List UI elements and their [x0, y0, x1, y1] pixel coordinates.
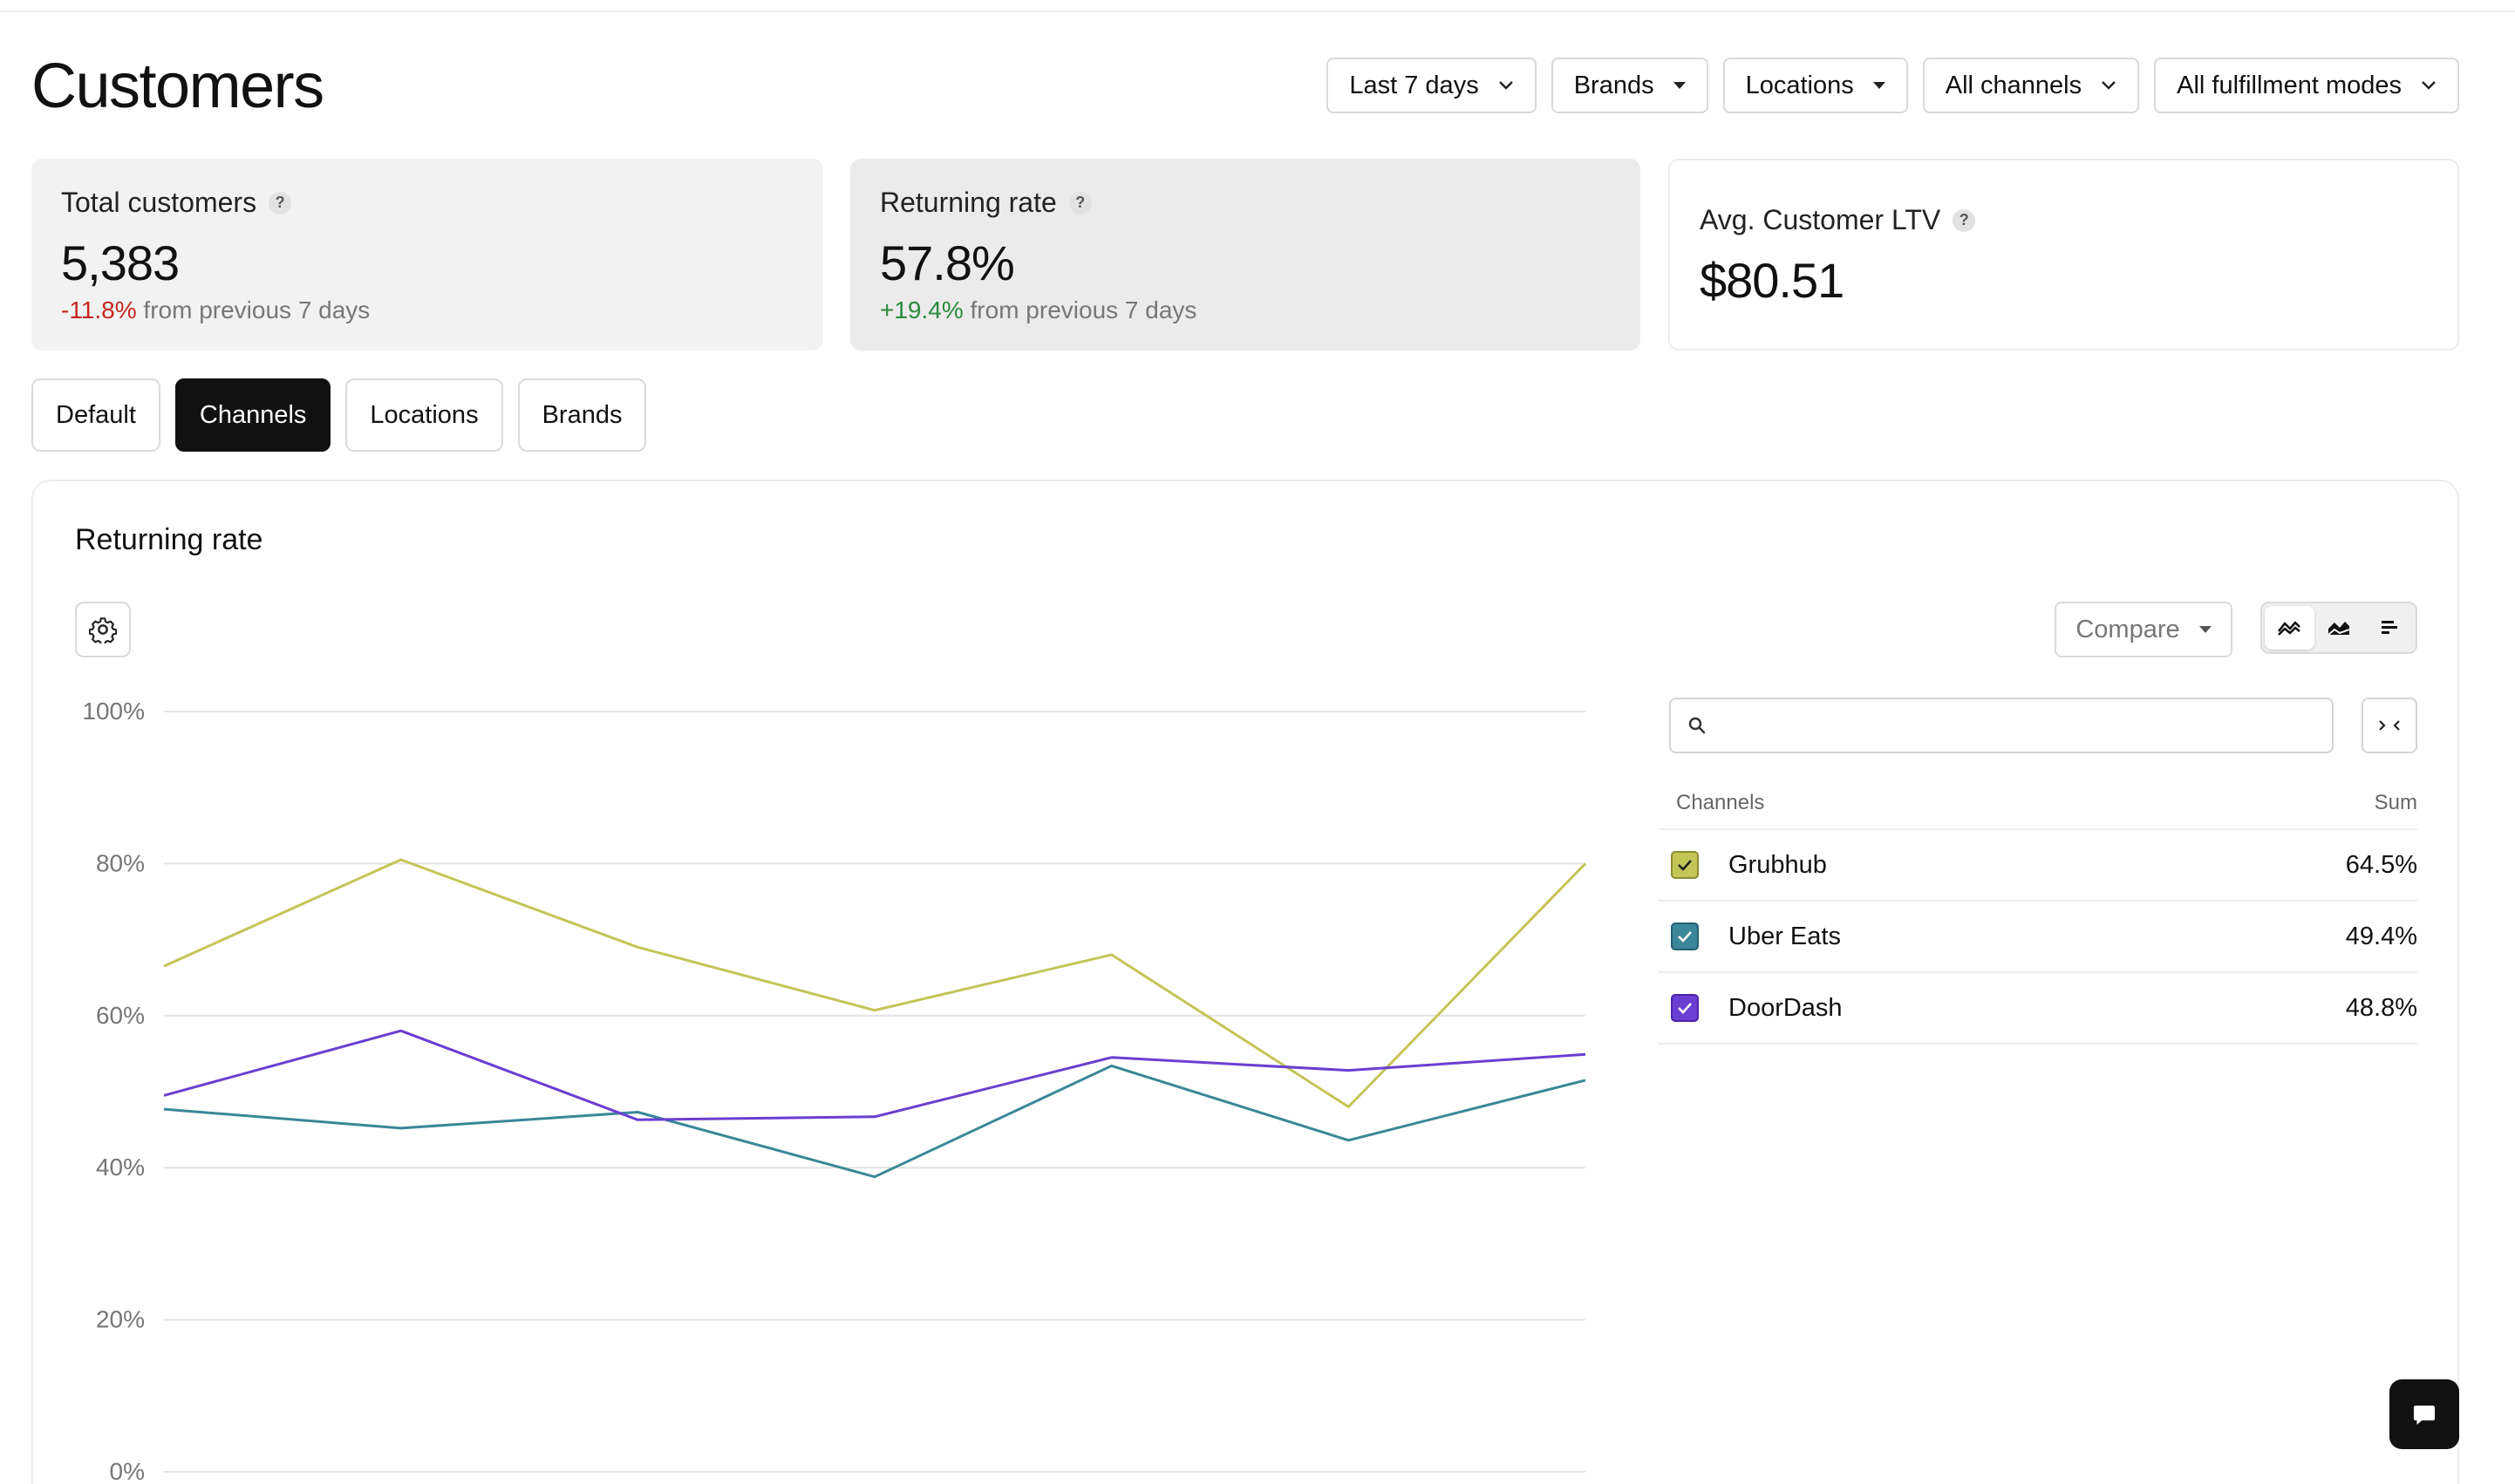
kpi-value: 5,383: [61, 235, 180, 290]
legend-row-grubhub[interactable]: Grubhub 64.5%: [1659, 830, 2417, 902]
caret-down-icon: [1872, 82, 1885, 89]
chat-icon: [2413, 1406, 2436, 1426]
tab-channels[interactable]: Channels: [174, 378, 331, 452]
chart-settings-button[interactable]: [75, 602, 131, 657]
area-chart-icon: [2328, 622, 2350, 636]
bar-chart-button[interactable]: [2363, 606, 2413, 650]
y-tick-label: 80%: [96, 849, 145, 876]
kpi-title: Returning rate: [880, 187, 1057, 218]
returning-rate-panel: Returning rate Compare: [31, 480, 2459, 1484]
caret-down-icon: [2198, 626, 2212, 633]
compare-label: Compare: [2075, 615, 2180, 643]
series-line-doordash[interactable]: [163, 1029, 1586, 1121]
line-chart-icon: [2278, 621, 2301, 636]
compare-dropdown[interactable]: Compare: [2055, 602, 2232, 657]
filter-bar: Last 7 days Brands Locations All channel…: [1326, 58, 2459, 113]
kpi-value: $80.51: [1700, 253, 1844, 308]
view-tabs: Default Channels Locations Brands: [31, 378, 647, 452]
top-divider: [0, 10, 2515, 12]
collapse-legend-button[interactable]: [2362, 698, 2417, 753]
legend-header: Channels Sum: [1659, 778, 2417, 830]
legend-name: Uber Eats: [1728, 922, 1841, 950]
legend-header-sum[interactable]: Sum: [2374, 791, 2417, 814]
check-icon: [1678, 931, 1692, 943]
kpi-value: 57.8%: [880, 235, 1015, 290]
legend-row-uber-eats[interactable]: Uber Eats 49.4%: [1659, 902, 2417, 973]
caret-down-icon: [1673, 82, 1686, 89]
checkbox-doordash[interactable]: [1671, 994, 1699, 1022]
kpi-delta: +19.4%: [880, 296, 964, 323]
y-tick-label: 0%: [110, 1458, 145, 1484]
area-chart-button[interactable]: [2314, 606, 2364, 650]
channels-filter[interactable]: All channels: [1922, 58, 2140, 113]
legend-header-channels[interactable]: Channels: [1676, 791, 1765, 814]
kpi-delta-suffix: from previous 7 days: [970, 296, 1197, 323]
returning-rate-line-chart: 0% 20% 40% 60% 80% 100%: [82, 698, 1587, 1484]
legend-row-doordash[interactable]: DoorDash 48.8%: [1659, 973, 2417, 1045]
chevron-down-icon: [1498, 81, 1513, 90]
help-icon[interactable]: ?: [269, 191, 292, 214]
legend-search-input[interactable]: [1721, 711, 2314, 739]
panel-title: Returning rate: [75, 523, 263, 556]
channels-filter-label: All channels: [1945, 71, 2082, 99]
chevron-down-icon: [2422, 81, 2436, 90]
y-tick-label: 40%: [96, 1154, 145, 1181]
kpi-delta: -11.8%: [61, 296, 137, 323]
legend-value: 64.5%: [2345, 850, 2417, 879]
date-range-filter-label: Last 7 days: [1349, 71, 1479, 99]
check-icon: [1678, 1003, 1692, 1014]
legend-name: DoorDash: [1728, 993, 1843, 1022]
chart-type-toggle: [2260, 602, 2417, 654]
kpi-card-total-customers[interactable]: Total customers ? 5,383 -11.8% from prev…: [31, 159, 823, 351]
page-title: Customers: [31, 51, 324, 121]
horizontal-bar-icon: [2381, 621, 2397, 634]
line-chart-button[interactable]: [2265, 606, 2314, 650]
checkbox-grubhub[interactable]: [1671, 851, 1699, 879]
help-icon[interactable]: ?: [1068, 191, 1092, 214]
tab-brands[interactable]: Brands: [517, 378, 647, 452]
kpi-card-returning-rate[interactable]: Returning rate ? 57.8% +19.4% from previ…: [850, 159, 1640, 351]
collapse-arrows-icon: [2379, 720, 2400, 731]
checkbox-uber-eats[interactable]: [1671, 922, 1699, 950]
kpi-card-avg-ltv[interactable]: Avg. Customer LTV ? $80.51: [1668, 159, 2459, 351]
legend-name: Grubhub: [1728, 850, 1827, 879]
brands-filter[interactable]: Brands: [1551, 58, 1708, 113]
kpi-title: Total customers: [61, 187, 257, 218]
legend-value: 48.8%: [2345, 993, 2417, 1022]
kpi-title: Avg. Customer LTV: [1700, 204, 1941, 235]
check-icon: [1678, 860, 1692, 871]
series-line-grubhub[interactable]: [163, 858, 1587, 1108]
date-range-filter[interactable]: Last 7 days: [1326, 58, 1537, 113]
legend-list: Grubhub 64.5% Uber Eats 49.4% DoorDash 4…: [1659, 830, 2417, 1045]
tab-default[interactable]: Default: [31, 378, 160, 452]
locations-filter-label: Locations: [1745, 71, 1854, 99]
locations-filter[interactable]: Locations: [1722, 58, 1908, 113]
series-line-uber-eats[interactable]: [163, 1064, 1586, 1179]
chevron-down-icon: [2102, 81, 2116, 90]
y-tick-label: 20%: [96, 1306, 145, 1333]
fulfillment-modes-filter[interactable]: All fulfillment modes: [2154, 58, 2459, 113]
legend-value: 49.4%: [2345, 922, 2417, 950]
chat-support-button[interactable]: [2389, 1379, 2459, 1449]
gear-icon: [89, 617, 117, 643]
y-tick-label: 60%: [96, 1002, 145, 1029]
help-icon[interactable]: ?: [1953, 208, 1976, 232]
fulfillment-modes-filter-label: All fulfillment modes: [2177, 71, 2402, 99]
brands-filter-label: Brands: [1573, 71, 1654, 99]
tab-locations[interactable]: Locations: [345, 378, 503, 452]
legend-search[interactable]: [1669, 698, 2334, 753]
search-icon: [1688, 717, 1706, 734]
kpi-delta-suffix: from previous 7 days: [143, 296, 371, 323]
y-tick-label: 100%: [82, 698, 145, 725]
